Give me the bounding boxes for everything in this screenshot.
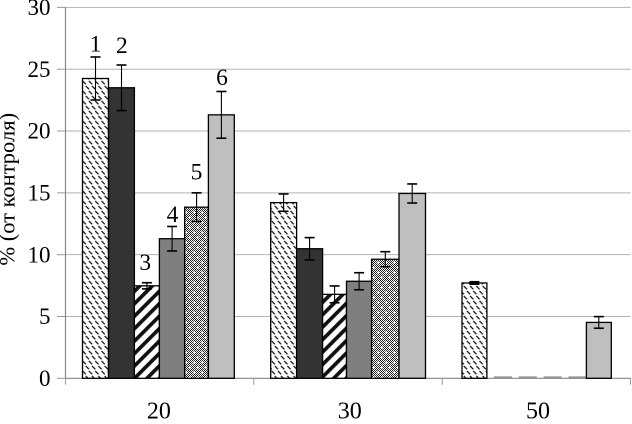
- svg-text:15: 15: [28, 180, 51, 205]
- svg-text:4: 4: [167, 202, 179, 228]
- svg-text:% (от контроля): % (от контроля): [0, 113, 20, 266]
- svg-text:20: 20: [28, 119, 51, 144]
- svg-text:10: 10: [28, 242, 51, 267]
- svg-text:2: 2: [116, 33, 128, 59]
- svg-text:20: 20: [147, 399, 171, 420]
- svg-text:5: 5: [191, 160, 203, 186]
- svg-text:30: 30: [338, 399, 362, 420]
- svg-text:30: 30: [28, 0, 51, 20]
- svg-text:25: 25: [28, 57, 51, 82]
- svg-text:0: 0: [39, 366, 51, 391]
- svg-text:5: 5: [39, 304, 51, 329]
- svg-text:50: 50: [526, 399, 550, 420]
- svg-text:6: 6: [216, 65, 228, 91]
- svg-text:3: 3: [139, 250, 151, 276]
- svg-text:1: 1: [90, 32, 102, 58]
